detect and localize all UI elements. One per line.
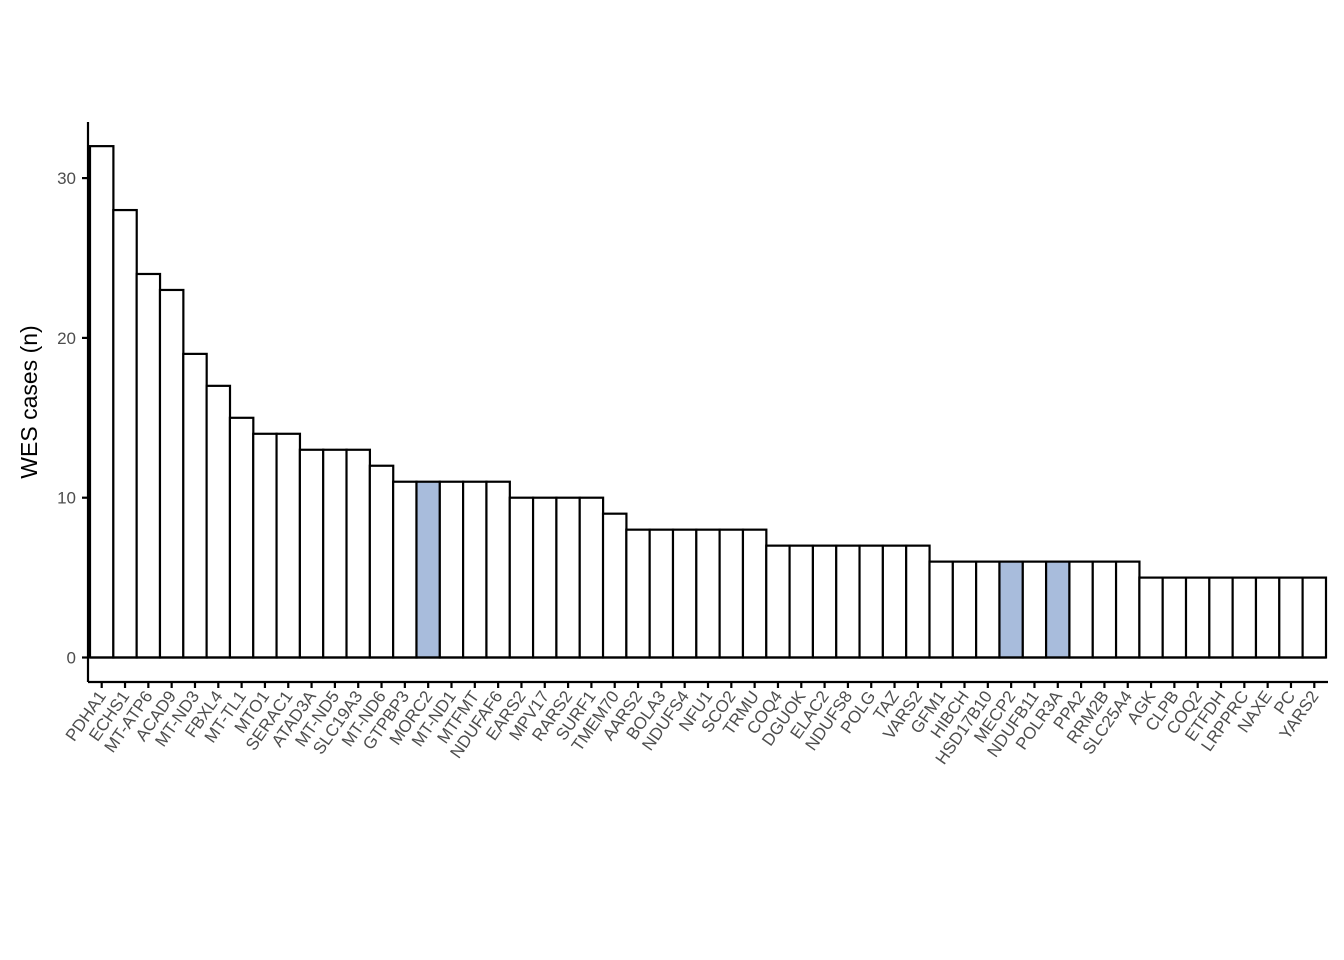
bar-rars2 [555,496,581,659]
y-axis: 0 10 20 30 [57,122,90,682]
bars-group [88,145,1328,659]
y-tick-label: 0 [67,649,76,668]
bar-slc25a4 [1114,560,1141,659]
bar-mt-tl1 [228,416,255,659]
bar-hibch [951,560,978,659]
bar-yars2 [1301,576,1328,659]
bar-acad9 [158,288,185,659]
bar-gtpbp3 [392,480,418,659]
bar-mt-nd1 [438,480,465,659]
bar-lrpprc [1231,576,1258,659]
bar-mpv17 [531,496,558,659]
bar-agk [1138,576,1164,659]
bar-mtfmt [462,480,488,659]
bar-pdha1 [88,145,115,659]
bar-polr3a [1044,560,1071,659]
bar-ndufaf6 [485,480,511,659]
bar-taz [881,544,908,659]
bar-mt-nd6 [368,464,395,659]
bar-nfu1 [695,528,721,659]
bar-dguok [788,544,815,659]
bar-mt-nd5 [322,448,348,659]
bar-vars2 [905,544,931,659]
bar-coq2 [1184,576,1211,659]
bar-mt-nd3 [182,352,208,659]
y-axis-title: WES cases (n) [16,325,42,478]
y-tick-label: 10 [57,489,76,508]
bar-bola3 [648,528,675,659]
y-tick-label: 30 [57,169,76,188]
bar-surf1 [578,496,605,659]
bar-morc2 [415,480,441,659]
y-tick-label: 20 [57,329,76,348]
bar-tmem70 [601,512,628,659]
bar-hsd17b10 [975,560,1001,659]
bar-ppa2 [1068,560,1094,659]
bar-ndufs4 [671,528,698,659]
bar-ndufs8 [835,544,861,659]
bar-coq4 [765,544,791,659]
bar-mecp2 [998,560,1024,659]
bar-gfm1 [928,560,954,659]
bar-pc [1278,576,1304,659]
bar-slc19a3 [345,448,372,659]
bar-ndufb11 [1021,560,1048,659]
bar-serac1 [275,432,302,659]
bar-trmu [741,528,768,659]
bar-mt-atp6 [135,272,162,659]
bar-polg [858,544,885,659]
bar-rrm2b [1091,560,1118,659]
bar-atad3a [298,448,325,659]
bar-naxe [1254,576,1281,659]
bar-ears2 [508,496,535,659]
bar-clpb [1161,576,1188,659]
bar-elac2 [811,544,838,659]
bar-mto1 [252,432,278,659]
x-axis: PDHA1ECHS1MT-ATP6ACAD9MT-ND3FBXL4MT-TL1M… [62,680,1328,768]
bar-etfdh [1208,576,1234,659]
bar-fbxl4 [205,384,232,659]
bar-echs1 [112,208,138,659]
bar-sco2 [718,528,745,659]
bar-aars2 [625,528,651,659]
